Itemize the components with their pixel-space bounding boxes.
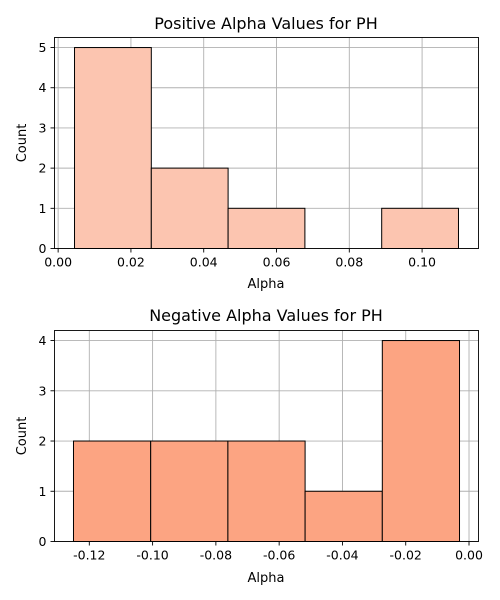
- histogram-bar: [227, 207, 306, 249]
- x-tick-label: 0.08: [335, 255, 363, 270]
- x-tick-label: -0.06: [263, 548, 295, 563]
- histogram-bar: [74, 47, 152, 249]
- plot-frame: [54, 37, 479, 249]
- y-tick-label: 2: [39, 161, 47, 176]
- x-axis-label: Alpha: [248, 571, 285, 586]
- chart-positive-alpha: Positive Alpha Values for PH 0.00 0.02 0.0…: [15, 14, 479, 292]
- histogram-bar: [381, 207, 459, 249]
- x-tick-label: 0.04: [190, 255, 218, 270]
- y-tick-label: 0: [39, 241, 47, 256]
- x-tick-label: -0.10: [136, 548, 168, 563]
- x-tick-label: -0.04: [326, 548, 358, 563]
- x-tick-label: 0.10: [408, 255, 436, 270]
- histogram-bar: [72, 440, 152, 542]
- y-tick-label: 2: [39, 434, 47, 449]
- y-tick-label: 0: [39, 534, 47, 549]
- y-tick-label: 1: [39, 484, 47, 499]
- plot-frame: [54, 330, 479, 542]
- x-tick-label: 0.02: [117, 255, 145, 270]
- chart-title: Negative Alpha Values for PH: [149, 306, 383, 325]
- x-tick-label: -0.12: [73, 548, 105, 563]
- histogram-bar: [227, 440, 306, 542]
- x-tick-label: -0.08: [200, 548, 232, 563]
- x-tick-label: 0.00: [455, 548, 483, 563]
- y-axis-label: Count: [15, 124, 30, 163]
- y-tick-label: 3: [39, 120, 47, 135]
- x-axis-label: Alpha: [248, 277, 285, 292]
- histogram-bar: [304, 490, 383, 542]
- chart-negative-alpha: Negative Alpha Values for PH -0.12 -0.10 -…: [15, 306, 483, 586]
- y-tick-label: 4: [39, 333, 47, 348]
- histogram-bar: [381, 340, 461, 542]
- x-tick-label: 0.00: [44, 255, 72, 270]
- y-axis-label: Count: [15, 417, 30, 456]
- x-tick-label: -0.02: [390, 548, 422, 563]
- y-tick-label: 3: [39, 383, 47, 398]
- x-tick-label: 0.06: [263, 255, 291, 270]
- chart-title: Positive Alpha Values for PH: [154, 14, 377, 33]
- histogram-bar: [150, 440, 229, 542]
- y-tick-label: 1: [39, 201, 47, 216]
- y-tick-label: 4: [39, 80, 47, 95]
- y-tick-label: 5: [39, 40, 47, 55]
- histogram-bar: [150, 167, 229, 249]
